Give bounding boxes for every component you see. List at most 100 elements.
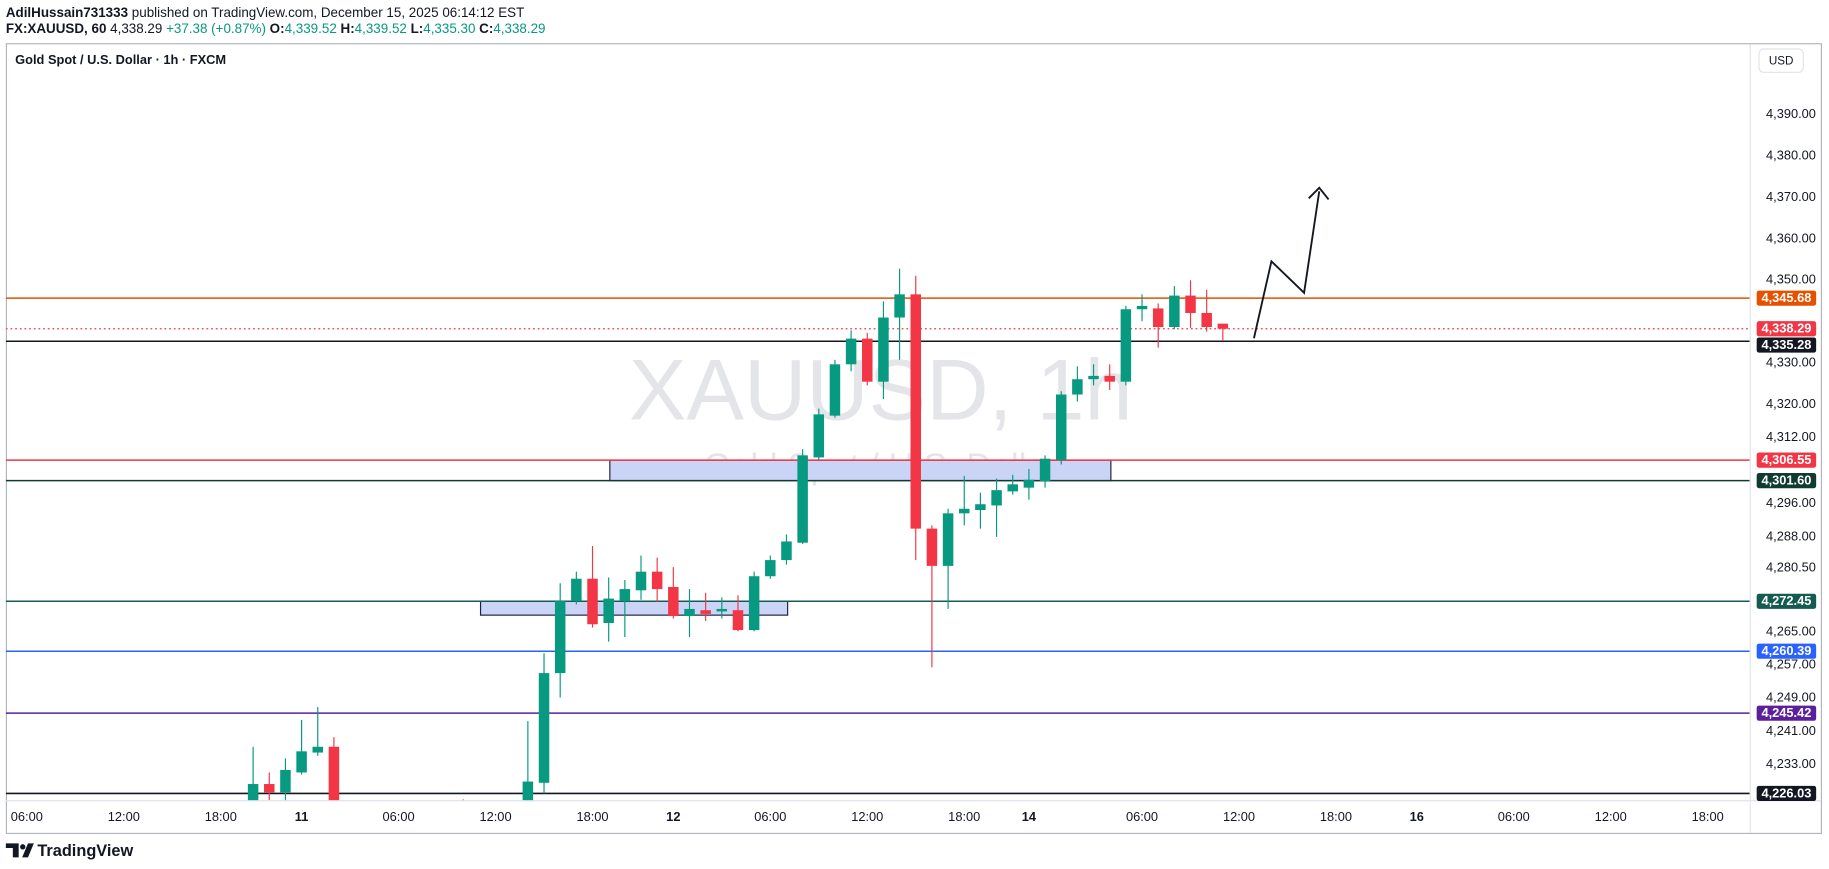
y-tick-label: 4,370.00: [1766, 189, 1816, 204]
candle-body: [797, 455, 808, 543]
ohlc-value: 4,339.52: [355, 21, 407, 36]
candle-body: [1201, 312, 1212, 328]
y-tick-label: 4,249.00: [1766, 690, 1816, 705]
brand: TradingView: [37, 842, 133, 860]
candle-body: [538, 673, 550, 783]
currency-box[interactable]: [1758, 48, 1804, 73]
candle-body: [619, 589, 631, 602]
candle-body: [635, 571, 647, 591]
x-tick-label: 12:00: [1223, 809, 1255, 824]
candle-body: [1217, 323, 1229, 329]
candle-body: [958, 508, 970, 514]
price-tag: 4,335.28: [1761, 337, 1811, 352]
candle-body: [700, 610, 711, 614]
x-tick-label: 11: [295, 809, 309, 824]
x-tick-label: 12:00: [479, 809, 511, 824]
x-tick-label: 06:00: [1126, 809, 1158, 824]
candle-body: [765, 560, 776, 577]
price-tag: 4,245.42: [1761, 705, 1811, 720]
y-tick-label: 4,320.00: [1766, 396, 1816, 411]
price-tag-box: [1756, 337, 1817, 353]
author: AdilHussain731333: [6, 4, 128, 19]
price-tag-box: [1756, 473, 1817, 489]
candle-body: [1007, 484, 1018, 492]
candle-body: [1152, 308, 1164, 328]
price-tag-box: [1756, 705, 1817, 721]
x-tick-label: 12:00: [1595, 809, 1627, 824]
candle-body: [829, 364, 841, 416]
x-tick-label: 06:00: [11, 809, 43, 824]
price-tag-box: [1756, 321, 1817, 337]
y-tick-label: 4,288.00: [1766, 528, 1816, 543]
ohlc-value: 4,339.52: [285, 21, 337, 36]
symbol-line: FX:XAUUSD, 60 4,338.29 +37.38 (+0.87%) O…: [6, 21, 546, 36]
y-tick-label: 4,390.00: [1766, 106, 1816, 121]
candle-body: [651, 571, 663, 590]
candle-body: [1185, 295, 1196, 313]
x-tick-label: 12:00: [851, 809, 883, 824]
candle-body: [942, 513, 954, 566]
candle-body: [571, 578, 582, 602]
candle-body: [312, 746, 324, 753]
x-tick-label: 18:00: [948, 809, 980, 824]
ohlc-key: H:: [341, 21, 355, 36]
currency[interactable]: USD: [1769, 54, 1794, 67]
candle-body: [862, 338, 873, 382]
candle-body: [748, 576, 760, 631]
ohlc-key: L:: [411, 21, 424, 36]
y-tick-label: 4,233.00: [1766, 756, 1816, 771]
y-tick-label: 4,280.50: [1766, 559, 1816, 574]
x-tick-label: 06:00: [754, 809, 786, 824]
candle-body: [910, 294, 922, 529]
arrow-head: [1308, 186, 1330, 201]
candle-body: [991, 490, 1002, 506]
logo-dot: [20, 844, 26, 850]
candle-body: [878, 317, 889, 382]
candle-body: [1072, 379, 1083, 395]
price-tag: 4,260.39: [1761, 643, 1811, 658]
candle-body: [1120, 309, 1132, 382]
price-tag: 4,272.45: [1761, 593, 1811, 608]
logo-mark: [5, 843, 19, 858]
candle-body: [926, 528, 938, 566]
price-tag: 4,306.55: [1761, 452, 1811, 467]
candle-body: [1104, 375, 1115, 382]
candle-body: [668, 587, 679, 616]
x-tick-label: 18:00: [576, 809, 608, 824]
price-tag: 4,301.60: [1761, 473, 1811, 488]
candle-body: [1088, 375, 1099, 380]
candle-body: [781, 541, 792, 561]
candle-body: [1039, 458, 1051, 482]
change: +37.38 (+0.87%): [166, 21, 266, 36]
candle-body: [1169, 295, 1180, 328]
candle-body: [587, 578, 598, 625]
candle-body: [894, 294, 905, 318]
x-tick-label: 06:00: [1498, 809, 1530, 824]
candle-body: [264, 784, 275, 793]
ohlc-key: O:: [270, 21, 285, 36]
candle-body: [1023, 479, 1035, 488]
logo-mark: [22, 843, 34, 858]
candle-body: [684, 608, 695, 616]
y-tick-label: 4,360.00: [1766, 230, 1816, 245]
price-tag-box: [1756, 785, 1817, 802]
published: published on TradingView.com, December 1…: [132, 4, 525, 19]
price-tag: 4,226.03: [1761, 785, 1811, 800]
price-tag: 4,338.29: [1761, 321, 1811, 336]
candle-body: [603, 598, 614, 624]
brand-logo: TradingView: [5, 842, 134, 860]
x-tick-label: 14: [1022, 809, 1037, 824]
ohlc-key: C:: [479, 21, 493, 36]
price-tag-box: [1756, 290, 1817, 306]
x-tick-label: 06:00: [383, 809, 415, 824]
y-tick-label: 4,380.00: [1766, 147, 1816, 162]
candle-body: [813, 414, 825, 458]
x-tick-label: 16: [1410, 809, 1424, 824]
candle-body: [554, 601, 566, 674]
chart-frame: [5, 43, 1822, 835]
candle-body: [845, 338, 857, 365]
price-tag-box: [1756, 452, 1817, 468]
candle-body: [280, 769, 291, 793]
x-tick-label: 18:00: [1320, 809, 1352, 824]
